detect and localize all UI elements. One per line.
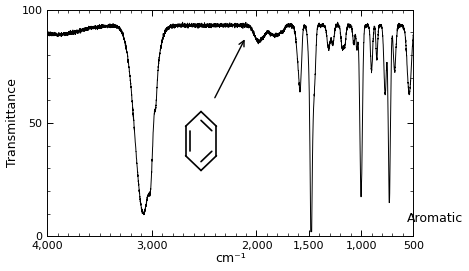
Y-axis label: Transmittance: Transmittance	[6, 78, 19, 167]
Text: Aromatic: Aromatic	[407, 212, 463, 225]
X-axis label: cm⁻¹: cm⁻¹	[215, 253, 246, 265]
